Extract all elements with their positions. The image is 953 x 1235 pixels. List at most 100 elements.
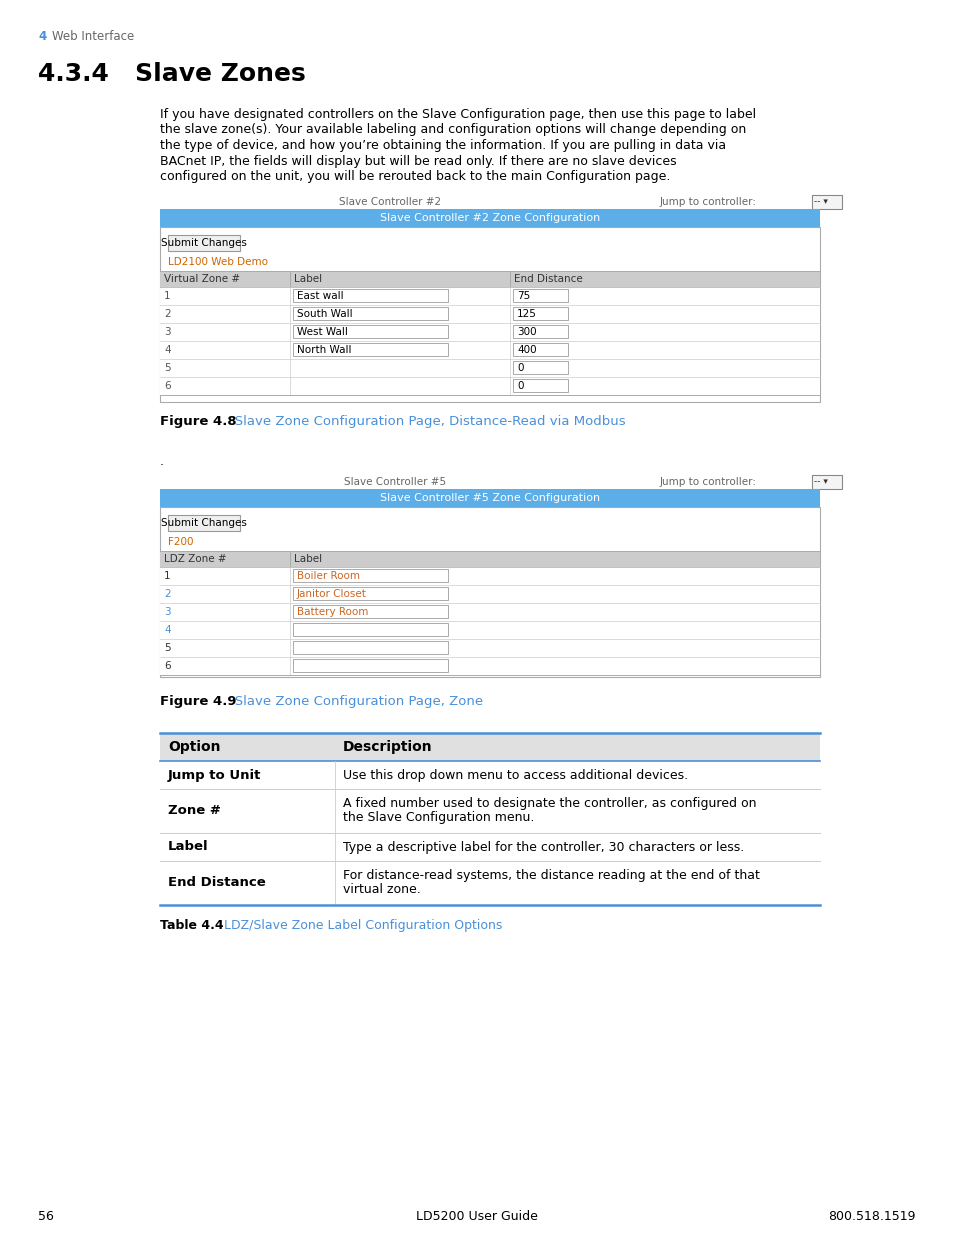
Bar <box>293 587 448 600</box>
Bar <box>160 341 820 359</box>
Text: .: . <box>160 454 164 468</box>
Text: -- ▾: -- ▾ <box>813 477 827 487</box>
Bar <box>160 603 820 621</box>
Text: 5: 5 <box>164 643 171 653</box>
Text: A fixed number used to designate the controller, as configured on: A fixed number used to designate the con… <box>343 797 756 810</box>
Text: South Wall: South Wall <box>296 309 353 319</box>
Bar <box>160 489 820 508</box>
Bar <box>160 861 820 905</box>
Text: BACnet IP, the fields will display but will be read only. If there are no slave : BACnet IP, the fields will display but w… <box>160 154 676 168</box>
Text: Type a descriptive label for the controller, 30 characters or less.: Type a descriptive label for the control… <box>343 841 743 853</box>
Text: virtual zone.: virtual zone. <box>343 883 420 897</box>
Text: Virtual Zone #: Virtual Zone # <box>164 274 240 284</box>
Bar <box>513 343 567 356</box>
Text: Slave Zone Configuration Page, Zone: Slave Zone Configuration Page, Zone <box>222 695 482 708</box>
Bar <box>160 761 820 789</box>
Bar <box>293 343 448 356</box>
Bar <box>293 659 448 672</box>
Text: North Wall: North Wall <box>296 345 351 354</box>
Text: End Distance: End Distance <box>514 274 582 284</box>
Bar <box>160 621 820 638</box>
Text: Web Interface: Web Interface <box>52 30 134 43</box>
Text: 6: 6 <box>164 382 171 391</box>
Bar <box>811 195 841 209</box>
Text: Zone #: Zone # <box>168 804 221 818</box>
Text: Description: Description <box>343 740 432 755</box>
Text: Battery Room: Battery Room <box>296 606 368 618</box>
Bar <box>293 605 448 618</box>
Text: East wall: East wall <box>296 291 343 301</box>
Text: configured on the unit, you will be rerouted back to the main Configuration page: configured on the unit, you will be rero… <box>160 170 670 183</box>
Text: 5: 5 <box>164 363 171 373</box>
Text: 0: 0 <box>517 363 523 373</box>
Text: 300: 300 <box>517 327 536 337</box>
Text: F200: F200 <box>168 537 193 547</box>
Text: 1: 1 <box>164 571 171 580</box>
Text: Boiler Room: Boiler Room <box>296 571 359 580</box>
Text: Jump to controller:: Jump to controller: <box>659 198 757 207</box>
Text: LD2100 Web Demo: LD2100 Web Demo <box>168 257 268 267</box>
Text: the Slave Configuration menu.: the Slave Configuration menu. <box>343 811 534 824</box>
Bar <box>160 789 820 832</box>
Bar <box>160 567 820 585</box>
Bar <box>160 508 820 677</box>
Text: 56: 56 <box>38 1210 53 1223</box>
Text: LD5200 User Guide: LD5200 User Guide <box>416 1210 537 1223</box>
Text: 6: 6 <box>164 661 171 671</box>
Bar <box>513 379 567 391</box>
Text: 2: 2 <box>164 589 171 599</box>
Bar <box>513 361 567 374</box>
Text: the slave zone(s). Your available labeling and configuration options will change: the slave zone(s). Your available labeli… <box>160 124 745 137</box>
Text: West Wall: West Wall <box>296 327 348 337</box>
Bar <box>160 270 820 287</box>
Bar <box>160 734 820 761</box>
Text: the type of device, and how you’re obtaining the information. If you are pulling: the type of device, and how you’re obtai… <box>160 140 725 152</box>
Bar <box>160 832 820 861</box>
Bar <box>168 515 240 531</box>
Text: 0: 0 <box>517 382 523 391</box>
Text: Submit Changes: Submit Changes <box>161 517 247 529</box>
Text: 125: 125 <box>517 309 537 319</box>
Bar <box>513 289 567 303</box>
Text: Slave Controller #5 Zone Configuration: Slave Controller #5 Zone Configuration <box>379 493 599 503</box>
Bar <box>160 287 820 305</box>
Text: End Distance: End Distance <box>168 877 266 889</box>
Bar <box>513 308 567 320</box>
Text: Slave Controller #5: Slave Controller #5 <box>344 477 446 487</box>
Text: 3: 3 <box>164 606 171 618</box>
Text: 4: 4 <box>38 30 46 43</box>
Bar <box>160 305 820 324</box>
Bar <box>160 657 820 676</box>
Text: Label: Label <box>294 555 322 564</box>
Text: Jump to Unit: Jump to Unit <box>168 768 261 782</box>
Text: 1: 1 <box>164 291 171 301</box>
Text: 4.3.4   Slave Zones: 4.3.4 Slave Zones <box>38 62 305 86</box>
Text: Slave Controller #2 Zone Configuration: Slave Controller #2 Zone Configuration <box>379 212 599 224</box>
Bar <box>293 308 448 320</box>
Text: 3: 3 <box>164 327 171 337</box>
Bar <box>293 641 448 655</box>
Bar <box>160 324 820 341</box>
Bar <box>160 209 820 227</box>
Text: Jump to controller:: Jump to controller: <box>659 477 757 487</box>
Text: Submit Changes: Submit Changes <box>161 238 247 248</box>
Text: If you have designated controllers on the Slave Configuration page, then use thi: If you have designated controllers on th… <box>160 107 756 121</box>
Text: 2: 2 <box>164 309 171 319</box>
Bar <box>811 475 841 489</box>
Bar <box>293 289 448 303</box>
Bar <box>160 585 820 603</box>
Text: Option: Option <box>168 740 220 755</box>
Text: Label: Label <box>168 841 209 853</box>
Text: Slave Zone Configuration Page, Distance-Read via Modbus: Slave Zone Configuration Page, Distance-… <box>222 415 625 429</box>
Text: LDZ/Slave Zone Label Configuration Options: LDZ/Slave Zone Label Configuration Optio… <box>212 919 502 932</box>
Text: Figure 4.8: Figure 4.8 <box>160 415 236 429</box>
Text: Use this drop down menu to access additional devices.: Use this drop down menu to access additi… <box>343 768 687 782</box>
Text: 800.518.1519: 800.518.1519 <box>827 1210 915 1223</box>
Bar <box>160 638 820 657</box>
Text: 400: 400 <box>517 345 536 354</box>
Text: Slave Controller #2: Slave Controller #2 <box>338 198 440 207</box>
Text: Janitor Closet: Janitor Closet <box>296 589 367 599</box>
Bar <box>160 377 820 395</box>
Text: -- ▾: -- ▾ <box>813 198 827 206</box>
Text: For distance-read systems, the distance reading at the end of that: For distance-read systems, the distance … <box>343 869 760 882</box>
